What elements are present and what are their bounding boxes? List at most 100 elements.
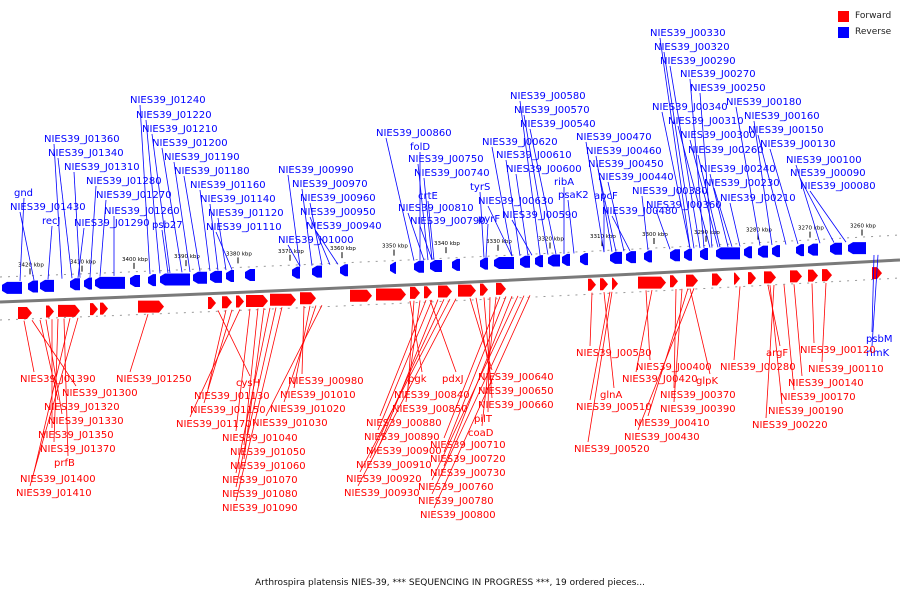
forward-gene-label: NIES39_J00190 <box>768 406 844 417</box>
reverse-gene-leader <box>809 190 847 243</box>
reverse-gene-leader <box>215 231 233 270</box>
reverse-gene-arrow <box>772 245 780 258</box>
axis-tick-label: 3400 kbp <box>122 257 148 263</box>
reverse-gene-leader <box>423 177 433 260</box>
reverse-gene-label: NIES39_J00130 <box>760 139 836 150</box>
forward-gene-label: coaD <box>468 428 494 439</box>
reverse-gene-label: NIES39_J01200 <box>152 138 228 149</box>
forward-gene-leader <box>431 295 525 495</box>
reverse-gene-arrow <box>95 276 125 289</box>
reverse-gene-arrow <box>670 249 680 262</box>
forward-gene-arrow <box>496 282 506 295</box>
legend-forward-swatch <box>838 10 849 22</box>
reverse-gene-leader <box>661 111 691 249</box>
forward-gene-leader <box>433 295 531 509</box>
forward-gene-arrow <box>246 295 268 308</box>
reverse-gene-label: NIES39_J01220 <box>136 110 212 121</box>
axis-tick-label: 3320 kbp <box>538 236 564 242</box>
reverse-gene-leader <box>57 157 73 279</box>
reverse-gene-label: NIES39_J00330 <box>650 28 726 39</box>
reverse-gene-leader <box>597 168 617 252</box>
reverse-gene-arrow <box>520 255 530 268</box>
reverse-gene-label: NIES39_J00940 <box>306 221 382 232</box>
reverse-gene-label: psb27 <box>152 220 183 231</box>
forward-gene-label: NIES39_J00370 <box>660 390 736 401</box>
forward-gene-arrow <box>300 292 316 305</box>
reverse-gene-leader <box>677 125 711 248</box>
forward-gene-arrow <box>764 271 776 284</box>
reverse-gene-leader <box>585 141 605 253</box>
forward-gene-label: pdxJ <box>442 374 464 385</box>
forward-gene-leader <box>647 288 689 417</box>
forward-gene-leader <box>603 292 615 389</box>
forward-gene-label: prfB <box>54 458 75 469</box>
axis-tick-label: 3390 kbp <box>174 254 200 260</box>
reverse-gene-leader <box>161 229 169 274</box>
reverse-gene-leader <box>209 203 219 271</box>
reverse-gene-label: NIES39_J00970 <box>292 179 368 190</box>
reverse-gene-label: NIES39_J00960 <box>300 193 376 204</box>
forward-gene-leader <box>357 298 457 487</box>
forward-gene-label: NIES39_J00780 <box>418 496 494 507</box>
reverse-gene-leader <box>515 173 529 256</box>
reverse-gene-arrow <box>548 254 560 267</box>
reverse-gene-leader <box>301 188 313 266</box>
reverse-gene-leader <box>19 197 25 281</box>
reverse-gene-arrow <box>312 265 322 278</box>
forward-gene-label: NIES39_J00910 <box>356 460 432 471</box>
reverse-gene-leader <box>567 199 575 254</box>
reverse-gene-leader <box>689 139 719 248</box>
forward-gene-label: NIES39_J00400 <box>636 362 712 373</box>
forward-gene-label: NIES39_J01320 <box>44 402 120 413</box>
forward-gene-arrow <box>270 293 296 306</box>
forward-gene-leader <box>589 292 593 347</box>
forward-gene-arrow <box>670 275 678 288</box>
reverse-gene-arrow <box>2 281 22 294</box>
legend-reverse-swatch <box>838 26 849 38</box>
forward-gene-leader <box>283 305 317 403</box>
forward-gene-leader <box>689 288 711 375</box>
forward-gene-leader <box>635 289 653 373</box>
forward-gene-leader <box>377 299 433 431</box>
reverse-gene-leader <box>729 202 741 247</box>
legend-reverse: Reverse <box>838 25 891 39</box>
forward-gene-label: NIES39_J00220 <box>752 420 828 431</box>
reverse-gene-leader <box>641 195 649 251</box>
forward-gene-leader <box>469 297 493 371</box>
reverse-gene-leader <box>511 219 533 256</box>
forward-gene-leader <box>235 308 251 432</box>
forward-gene-arrow <box>790 270 802 283</box>
forward-gene-leader <box>443 296 507 453</box>
reverse-gene-arrow <box>160 273 190 286</box>
reverse-gene-label: NIES39_J00630 <box>478 196 554 207</box>
forward-gene-label: NIES39_J00520 <box>574 444 650 455</box>
reverse-gene-leader <box>407 212 425 261</box>
reverse-gene-leader <box>139 104 151 275</box>
forward-gene-label: NIES39_J00720 <box>430 454 506 465</box>
reverse-gene-label: NIES39_J00540 <box>520 119 596 130</box>
reverse-gene-label: NIES39_J01310 <box>64 162 140 173</box>
genome-backbone <box>0 258 900 304</box>
forward-gene-label: NIES39_J01330 <box>48 416 124 427</box>
reverse-gene-leader <box>659 37 691 249</box>
reverse-gene-leader <box>47 225 53 280</box>
axis-tick-label: 3280 kbp <box>746 228 772 234</box>
reverse-gene-label: NIES39_J00300 <box>680 130 756 141</box>
forward-gene-label: NIES39_J01040 <box>222 433 298 444</box>
forward-gene-arrow <box>424 286 432 299</box>
axis-tick-label: 3370 kbp <box>278 249 304 255</box>
forward-gene-arrow <box>58 304 80 317</box>
forward-gene-arrow <box>222 296 232 309</box>
reverse-gene-label: NIES39_J00570 <box>514 105 590 116</box>
reverse-gene-leader <box>385 137 415 261</box>
forward-gene-arrow <box>638 276 666 289</box>
forward-gene-arrow <box>588 278 596 291</box>
reverse-gene-leader <box>199 189 211 271</box>
forward-gene-label: NIES39_J00640 <box>478 372 554 383</box>
reverse-gene-label: NIES39_J01360 <box>44 134 120 145</box>
reverse-gene-leader <box>53 143 63 279</box>
reverse-gene-label: NIES39_J00590 <box>502 210 578 221</box>
forward-gene-leader <box>431 295 519 481</box>
forward-gene-arrow <box>600 278 608 291</box>
reverse-gene-leader <box>529 128 557 255</box>
